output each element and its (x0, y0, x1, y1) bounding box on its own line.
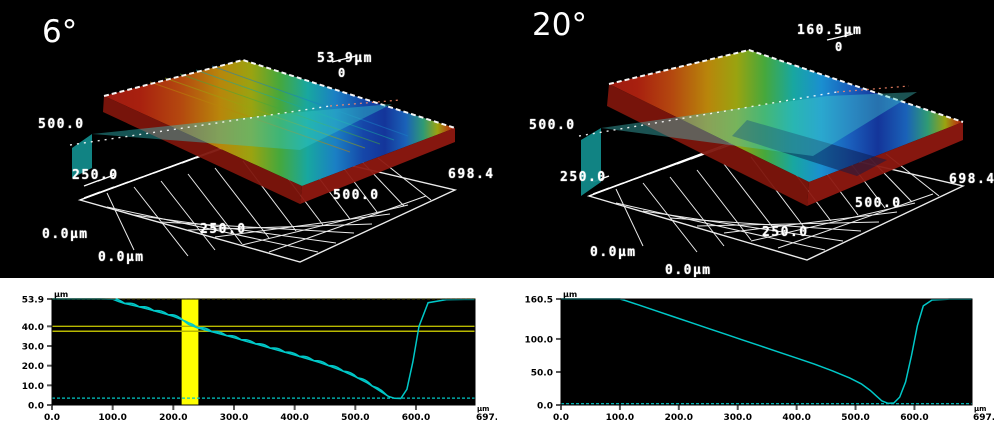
x-tick-250-20deg: 250.0 (762, 225, 809, 240)
y-tick-label: 50.0 (531, 368, 553, 378)
x-tick-label: 500.0 (341, 413, 369, 423)
x-tick-label: 300.0 (723, 413, 751, 423)
x-tick-label: 400.0 (782, 413, 810, 423)
x-tick-label: 0.0 (44, 413, 60, 423)
plot-frame (51, 298, 476, 406)
x-max-label: 697.3 (476, 413, 497, 423)
cut-plane-6deg (92, 104, 392, 150)
y-tick-label: 160.5 (525, 296, 553, 306)
x-axis-unit: µm (974, 405, 986, 413)
surface-plot-row: 6° 53.9µm 0 500.0 250.0 0.0µm 0.0µm 250.… (0, 0, 994, 278)
profile-chart-20deg: 160.5 100.0 50.0 0.0 µm 0.0 100.0 200.0 300.0 400… (525, 290, 994, 423)
profile-panel-20deg: 160.5 100.0 50.0 0.0 µm 0.0 100.0 200.0 300.0 400… (505, 287, 994, 431)
y-tick-label: 0.0 (537, 402, 553, 412)
y-tick-250-6deg: 250.0 (72, 168, 119, 183)
y-tick-500-20deg: 500.0 (529, 118, 576, 133)
x-tick-500-6deg: 500.0 (333, 188, 380, 203)
y-origin-label-20deg: 0.0µm (590, 245, 637, 260)
surface-panel-6deg: 6° 53.9µm 0 500.0 250.0 0.0µm 0.0µm 250.… (0, 0, 497, 278)
y-axis-unit: µm (563, 290, 577, 299)
profile-trace (52, 298, 475, 400)
surface-panel-20deg: 20° 160.5µm 0 500.0 250.0 0.0µm 0.0µm 25… (497, 0, 994, 278)
x-tick-label: 300.0 (220, 413, 248, 423)
x-tick-label: 400.0 (280, 413, 308, 423)
x-tick-label: 200.0 (159, 413, 187, 423)
z-max-label-6deg: 53.9µm (317, 51, 373, 66)
x-max-label: 697.7 (973, 413, 994, 423)
x-max-label-6deg: 698.4 (448, 167, 495, 182)
x-origin-label-6deg: 0.0µm (98, 250, 145, 265)
x-tick-label: 100.0 (98, 413, 126, 423)
surface-render-20deg (578, 33, 966, 261)
y-tick-label: 20.0 (22, 362, 44, 372)
x-axis-unit: µm (477, 405, 489, 413)
y-tick-label: 10.0 (22, 382, 44, 392)
y-axis-unit: µm (54, 290, 68, 299)
x-origin-label-20deg: 0.0µm (665, 263, 712, 278)
profile-trace-ripple (115, 298, 388, 396)
angle-label-20deg: 20° (532, 7, 587, 43)
measurement-band[interactable] (182, 299, 198, 405)
angle-label-6deg: 6° (42, 14, 78, 50)
x-tick-250-6deg: 250.0 (200, 222, 247, 237)
y-tick-label: 0.0 (28, 402, 44, 412)
x-tick-500-20deg: 500.0 (855, 196, 902, 211)
profile-trace (561, 298, 972, 405)
profile-panel-6deg: 53.9 40.0 30.0 20.0 10.0 0.0 µm 0.0 100.0 200.0 30… (0, 287, 497, 431)
y-tick-label: 100.0 (525, 335, 553, 345)
surface-mesh-6deg (104, 60, 455, 186)
x-tick-label: 600.0 (402, 413, 430, 423)
y-tick-500-6deg: 500.0 (38, 117, 85, 132)
x-tick-label: 100.0 (606, 413, 634, 423)
cut-plane-20deg (601, 92, 917, 156)
profile-chart-6deg: 53.9 40.0 30.0 20.0 10.0 0.0 µm 0.0 100.0 200.0 30… (22, 290, 497, 423)
y-tick-250-20deg: 250.0 (560, 170, 607, 185)
x-tick-label: 500.0 (841, 413, 869, 423)
y-origin-label-6deg: 0.0µm (42, 227, 89, 242)
z-max-label-20deg: 160.5µm (797, 23, 863, 38)
profile-plot-row: 53.9 40.0 30.0 20.0 10.0 0.0 µm 0.0 100.0 200.0 30… (0, 278, 994, 431)
x-tick-label: 600.0 (900, 413, 928, 423)
z-mid-label-20deg: 0 (835, 40, 844, 54)
y-tick-label: 30.0 (22, 343, 44, 353)
floor-grid-6deg (77, 139, 458, 263)
surface-mesh-20deg (609, 50, 963, 182)
x-tick-label: 0.0 (553, 413, 569, 423)
x-tick-label: 200.0 (665, 413, 693, 423)
x-max-label-20deg: 698.4 (949, 172, 994, 187)
z-mid-label-6deg: 0 (338, 66, 347, 80)
y-tick-label: 53.9 (22, 296, 44, 306)
plot-area (561, 299, 972, 405)
plot-frame (560, 298, 973, 406)
y-tick-label: 40.0 (22, 323, 44, 333)
plot-area (52, 299, 475, 405)
surface-render-6deg (69, 55, 458, 263)
